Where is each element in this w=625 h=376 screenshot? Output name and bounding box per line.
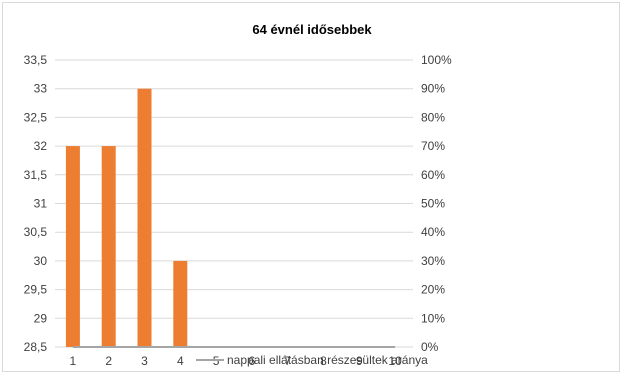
- right-tick-label: 50%: [421, 197, 445, 211]
- left-tick-label: 32: [34, 139, 48, 153]
- right-tick-label: 60%: [421, 168, 445, 182]
- right-axis-ticks: 0% 10% 20% 30% 40% 50% 60% 70% 80% 90% 100%: [421, 53, 452, 354]
- x-tick-label: 2: [105, 354, 112, 368]
- left-tick-label: 33: [34, 82, 48, 96]
- bar: [137, 88, 152, 347]
- right-tick-label: 90%: [421, 82, 445, 96]
- right-tick-label: 100%: [421, 53, 452, 67]
- right-tick-label: 10%: [421, 311, 445, 325]
- legend-label: nappali ellátásban részesültek aránya: [227, 353, 428, 367]
- right-tick-label: 40%: [421, 225, 445, 239]
- chart-frame: [2, 2, 620, 372]
- legend: nappali ellátásban részesültek aránya: [196, 353, 428, 367]
- x-tick-label: 1: [70, 354, 77, 368]
- right-tick-label: 70%: [421, 139, 445, 153]
- left-tick-label: 29,5: [24, 283, 48, 297]
- right-tick-label: 0%: [421, 340, 439, 354]
- x-tick-label: 3: [141, 354, 148, 368]
- bar: [65, 146, 80, 347]
- right-tick-label: 20%: [421, 283, 445, 297]
- left-tick-label: 30,5: [24, 225, 48, 239]
- x-tick-label: 10: [388, 354, 402, 368]
- left-tick-label: 33,5: [24, 53, 48, 67]
- right-tick-label: 80%: [421, 110, 445, 124]
- bar: [101, 146, 116, 347]
- left-tick-label: 32,5: [24, 110, 48, 124]
- left-tick-label: 30: [34, 254, 48, 268]
- chart-title: 64 évnél idősebbek: [252, 22, 372, 37]
- right-tick-label: 30%: [421, 254, 445, 268]
- x-tick-label: 6: [249, 354, 256, 368]
- x-tick-label: 4: [177, 354, 184, 368]
- bar: [173, 260, 188, 347]
- left-tick-label: 29: [34, 311, 48, 325]
- left-axis-ticks: 28,5 29 29,5 30 30,5 31 31,5 32 32,5 33 33,5: [24, 53, 48, 354]
- left-tick-label: 31: [34, 197, 48, 211]
- left-tick-label: 31,5: [24, 168, 48, 182]
- x-tick-label: 9: [356, 354, 363, 368]
- x-tick-label: 8: [320, 354, 327, 368]
- left-tick-label: 28,5: [24, 340, 48, 354]
- x-tick-label: 7: [284, 354, 291, 368]
- bar-series: [65, 88, 188, 347]
